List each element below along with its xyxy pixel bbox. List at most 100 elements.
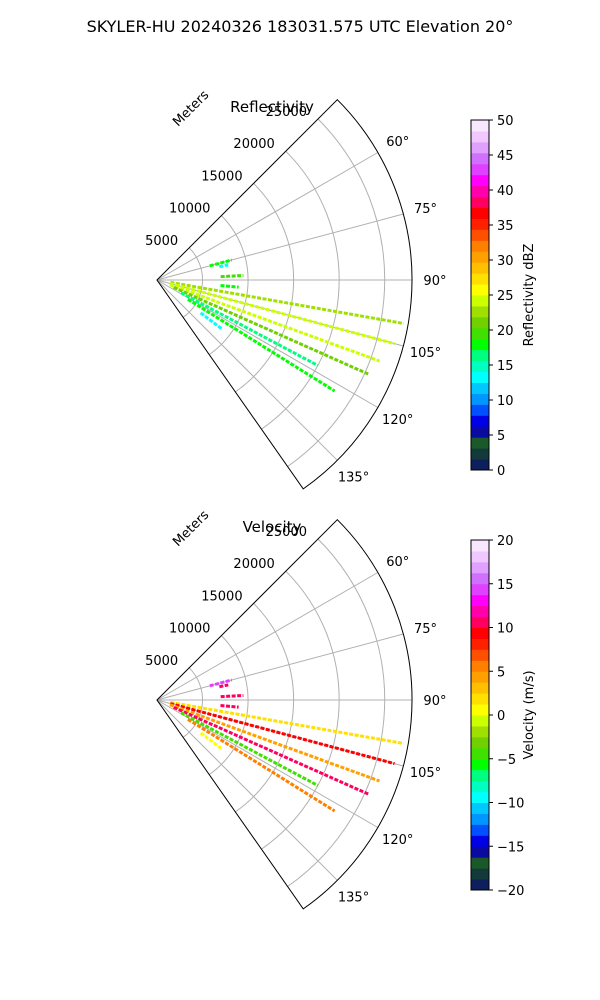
colorbar-segment <box>471 605 489 618</box>
range-grid-arc <box>235 603 295 813</box>
colorbar-segment <box>471 857 489 869</box>
colorbar-segment <box>471 448 489 460</box>
data-ray <box>220 704 239 709</box>
colorbar-tick-label: 5 <box>497 429 505 444</box>
colorbar-tick-label: 10 <box>497 622 514 637</box>
colorbar-segment <box>471 371 489 383</box>
colorbar-segment <box>471 627 489 639</box>
data-ray <box>169 282 395 346</box>
data-ray <box>169 283 381 363</box>
data-ray <box>187 298 336 393</box>
radar-panels: Reflectivity500010000150002000025000Mete… <box>145 88 537 910</box>
range-grid-arc <box>208 215 249 356</box>
colorbar-tick-label: −15 <box>497 840 524 855</box>
data-ray <box>173 286 370 376</box>
colorbar-segment <box>471 791 489 803</box>
colorbar-tick-label: −5 <box>497 753 516 768</box>
data-ray <box>180 711 319 787</box>
colorbar-segment <box>471 284 489 296</box>
colorbar-segment <box>471 780 489 793</box>
colorbar-label: Velocity (m/s) <box>522 670 537 759</box>
data-ray <box>209 678 233 688</box>
colorbar-tick-label: 0 <box>497 464 505 479</box>
colorbar-label: Reflectivity dBZ <box>522 244 537 347</box>
range-grid-arc <box>182 247 204 318</box>
angle-tick-label: 105° <box>410 766 441 781</box>
data-ray <box>220 284 239 289</box>
data-ray <box>219 683 229 689</box>
colorbar-tick-label: 40 <box>497 184 514 199</box>
colorbar-tick-label: 35 <box>497 219 514 234</box>
data-ray <box>170 280 404 325</box>
colorbar-segment <box>471 130 489 143</box>
angle-tick-label: 90° <box>423 274 446 289</box>
angle-tick-label: 135° <box>338 471 369 486</box>
colorbar-segment <box>471 649 489 661</box>
colorbar-segment <box>471 758 489 771</box>
colorbar-segment <box>471 338 489 351</box>
colorbar-segment <box>471 141 489 154</box>
range-tick-label: 5000 <box>145 234 178 249</box>
range-axis-label: Meters <box>170 88 212 130</box>
angle-tick-label: 135° <box>338 891 369 906</box>
data-ray <box>219 263 229 269</box>
colorbar-segment <box>471 207 489 219</box>
colorbar-segment <box>471 382 489 394</box>
panel-velocity: Velocity 5000 10000 15000 20000 25000 Meters 60… <box>145 508 537 910</box>
colorbar-segment <box>471 693 489 705</box>
data-ray <box>199 311 224 331</box>
colorbar-segment <box>471 262 489 274</box>
colorbar-segment <box>471 185 489 198</box>
colorbar-segment <box>471 540 489 552</box>
colorbar-segment <box>471 120 489 132</box>
range-grid-arc <box>261 570 340 850</box>
colorbar-tick-label: 25 <box>497 289 514 304</box>
range-tick-label: 15000 <box>201 169 242 184</box>
colorbar-segment <box>471 229 489 241</box>
colorbar-tick-label: 45 <box>497 149 514 164</box>
colorbar-segment <box>471 240 489 252</box>
data-ray <box>173 706 370 796</box>
colorbar-segment <box>471 802 489 814</box>
colorbar-segment <box>471 572 489 585</box>
data-ray <box>209 258 233 268</box>
range-grid-arc <box>261 150 340 430</box>
colorbar-segment <box>471 769 489 782</box>
data-ray <box>199 731 224 751</box>
colorbar-tick-label: 20 <box>497 534 514 549</box>
data-ray <box>169 703 381 783</box>
colorbar-segment <box>471 868 489 880</box>
colorbar-tick-label: 15 <box>497 578 514 593</box>
range-grid-arc <box>182 667 204 738</box>
colorbar-segment <box>471 218 489 230</box>
colorbar-segment <box>471 616 489 628</box>
range-grid-arc <box>287 538 386 887</box>
colorbar-segment <box>471 704 489 716</box>
colorbar-segment <box>471 736 489 749</box>
range-tick-label: 20000 <box>233 557 274 572</box>
angle-grid-line <box>156 572 379 701</box>
colorbar-tick-label: −20 <box>497 884 524 899</box>
colorbar-tick-label: 50 <box>497 114 514 129</box>
colorbar-segment <box>471 316 489 329</box>
angle-tick-label: 120° <box>382 833 413 848</box>
colorbar-segment <box>471 594 489 607</box>
colorbar-segment <box>471 846 489 858</box>
angle-grid-line <box>156 633 404 701</box>
colorbar-segment <box>471 747 489 760</box>
range-grid-arc <box>287 118 386 467</box>
colorbar-segment <box>471 360 489 373</box>
range-tick-label: 5000 <box>145 654 178 669</box>
colorbar-segment <box>471 583 489 596</box>
colorbar-segment <box>471 327 489 340</box>
data-ray <box>180 291 319 367</box>
colorbar-segment <box>471 725 489 738</box>
angle-grid-line <box>156 152 379 281</box>
colorbar-segment <box>471 671 489 683</box>
angle-tick-label: 60° <box>386 555 409 570</box>
colorbar-segment <box>471 404 489 416</box>
colorbar-segment <box>471 879 489 891</box>
colorbar-segment <box>471 174 489 187</box>
colorbar-segment <box>471 660 489 672</box>
colorbar-segment <box>471 682 489 694</box>
